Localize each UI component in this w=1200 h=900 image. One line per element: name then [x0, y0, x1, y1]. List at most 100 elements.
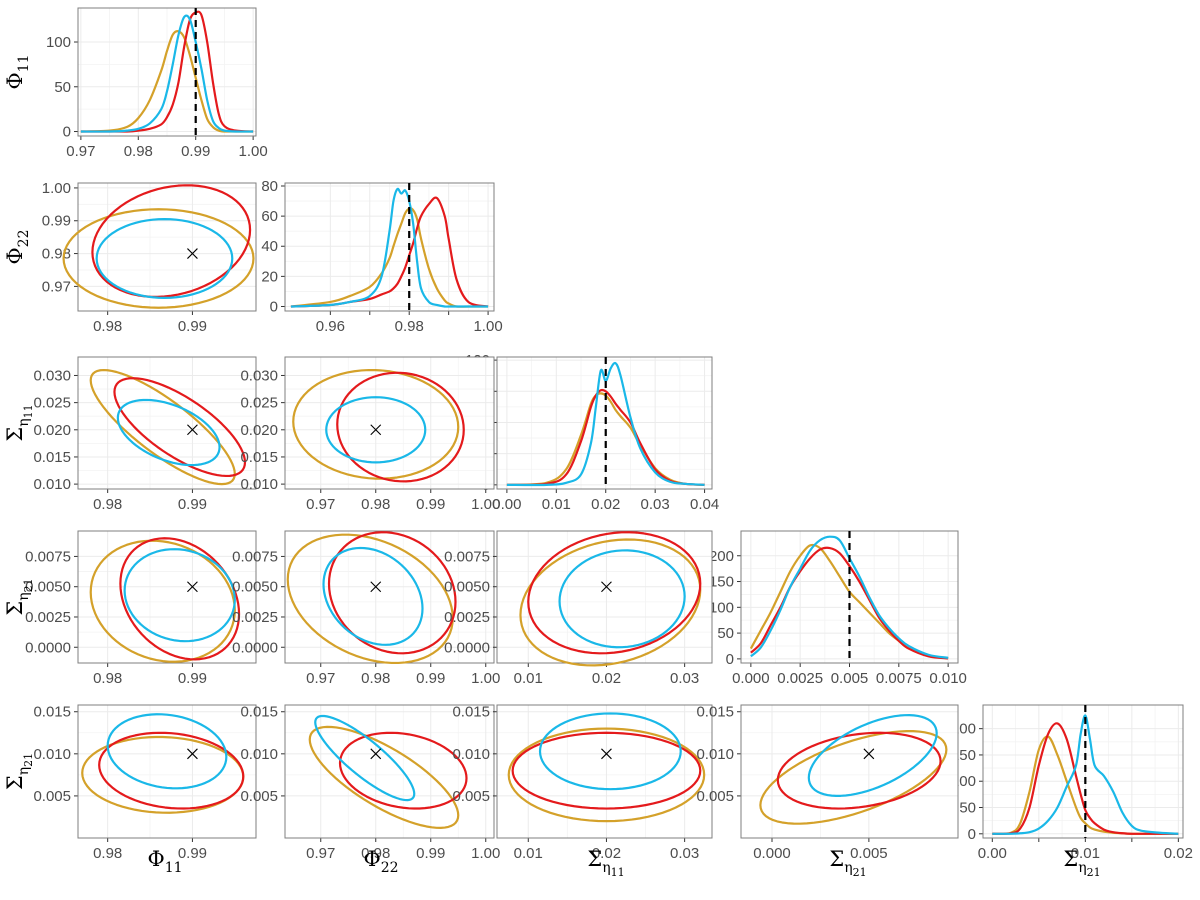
y-tick-label: 0.005: [240, 788, 278, 805]
x-tick-label: 0.02: [591, 496, 620, 513]
x-axis-label-2: Ση11: [587, 847, 624, 879]
x-axis-label-0: Φ11: [147, 847, 182, 876]
panel-border: [496, 704, 713, 839]
truth-marker: [601, 581, 612, 593]
y-tick-label: 0.010: [240, 476, 278, 493]
y-tick-label: 60: [261, 208, 278, 225]
panel-border: [77, 704, 257, 839]
y-tick-label: 0.015: [240, 449, 278, 466]
x-axis-label-1: Φ22: [363, 847, 398, 876]
x-tick-label: 0.000: [732, 670, 770, 687]
panel-border: [496, 356, 713, 490]
density-line-red: [992, 722, 1179, 835]
y-tick-label: 0.015: [33, 449, 71, 466]
ellipse-cyan: [538, 712, 682, 791]
y-tick-label: 0.010: [33, 476, 71, 493]
y-tick-label: 0.025: [33, 395, 71, 412]
x-tick-label: 0.02: [1164, 845, 1193, 862]
x-tick-label: 0.03: [670, 670, 699, 687]
y-tick-label: 0.015: [240, 704, 278, 721]
truth-marker: [187, 248, 198, 259]
y-tick-label: 0.010: [452, 746, 490, 763]
ellipse-red: [113, 377, 247, 478]
ellipse-panel-3-1: 0.97 0.98 0.99 1.00 0.0000 0.0025 0.0050 0.0075: [232, 530, 500, 687]
y-tick-label: 1.00: [42, 180, 71, 197]
x-tick-label: 0.02: [592, 670, 621, 687]
panel-border: [77, 7, 257, 137]
y-tick-label: 0.0000: [25, 639, 71, 656]
x-tick-label: 0.03: [641, 496, 670, 513]
y-tick-label: 0: [63, 124, 71, 141]
x-tick-label: 0.98: [361, 670, 390, 687]
ellipse-red: [327, 531, 457, 655]
x-tick-label: 0.97: [306, 496, 335, 513]
density-line-cyan: [506, 361, 705, 487]
x-tick-label: 1.00: [471, 670, 500, 687]
x-tick-label: 0.005: [831, 670, 869, 687]
y-tick-label: 0.0000: [232, 639, 278, 656]
ellipse-panel-3-2: 0.01 0.02 0.03 0.0000 0.0025 0.0050 0.0075: [444, 530, 713, 687]
y-tick-label: 0.030: [240, 367, 278, 384]
y-tick-label: 20: [261, 268, 278, 285]
y-tick-label: 0.0075: [444, 548, 490, 565]
x-tick-label: 0.010: [929, 670, 967, 687]
y-tick-label: 0.0075: [232, 548, 278, 565]
ellipse-panel-4-3: 0.000 0.005 0.005 0.010 0.015: [696, 704, 959, 862]
x-tick-label: 1.00: [471, 496, 500, 513]
y-tick-label: 50: [717, 625, 734, 642]
ellipse-panel-4-1: 0.97 0.98 0.99 1.00 0.005 0.010 0.015: [240, 704, 500, 862]
x-tick-label: 0.99: [178, 496, 207, 513]
ellipse-cyan: [95, 218, 234, 299]
y-tick-label: 200: [709, 548, 734, 565]
ellipse-cyan: [314, 714, 416, 802]
panel-border: [496, 530, 713, 664]
x-tick-label: 0.03: [670, 845, 699, 862]
ellipse-cyan: [322, 546, 424, 646]
y-tick-label: 0.025: [240, 395, 278, 412]
panel-frame: [77, 356, 257, 490]
ellipse-gold: [81, 735, 245, 814]
y-axis-label-4: Ση21: [3, 753, 35, 790]
x-tick-label: 0.01: [542, 496, 571, 513]
x-tick-label: 0.98: [93, 845, 122, 862]
y-tick-label: 0.005: [452, 788, 490, 805]
y-tick-label: 0.005: [33, 788, 71, 805]
x-tick-label: 0.99: [178, 845, 207, 862]
ellipse-cyan: [123, 548, 236, 643]
y-tick-label: 0.010: [240, 746, 278, 763]
x-tick-label: 0.005: [850, 845, 888, 862]
y-tick-label: 0: [726, 651, 734, 668]
panel-border: [77, 182, 257, 312]
ellipse-red: [119, 537, 241, 661]
truth-marker: [187, 424, 198, 436]
panel-border: [284, 704, 495, 839]
panel-frame: [740, 704, 959, 839]
y-tick-label: 100: [709, 599, 734, 616]
truth-marker: [370, 424, 382, 436]
y-tick-label: 0.015: [452, 704, 490, 721]
ellipse-red: [511, 731, 702, 810]
ellipse-red: [336, 371, 465, 483]
truth-marker: [370, 748, 382, 760]
density-panel-2: 0.000.010.020.030.040306090120: [465, 352, 719, 513]
panel-frame: [496, 704, 713, 839]
x-tick-label: 0.04: [690, 496, 719, 513]
y-axis-label-2: Ση11: [3, 404, 35, 441]
y-tick-label: 0.97: [42, 278, 71, 295]
ellipse-red: [98, 731, 245, 810]
y-tick-label: 0.0075: [25, 548, 71, 565]
truth-marker: [863, 748, 875, 760]
ellipse-cyan: [558, 549, 686, 649]
y-tick-label: 0.020: [240, 422, 278, 439]
x-tick-label: 0.98: [361, 496, 390, 513]
y-tick-label: 0.015: [696, 704, 734, 721]
y-tick-label: 0.0050: [25, 579, 71, 596]
y-tick-label: 0.0050: [232, 579, 278, 596]
y-tick-label: 0.0025: [232, 609, 278, 626]
x-tick-label: 0.99: [416, 845, 445, 862]
x-tick-label: 0.97: [66, 143, 95, 160]
y-tick-label: 0.0025: [444, 609, 490, 626]
density-line-gold: [80, 30, 254, 133]
